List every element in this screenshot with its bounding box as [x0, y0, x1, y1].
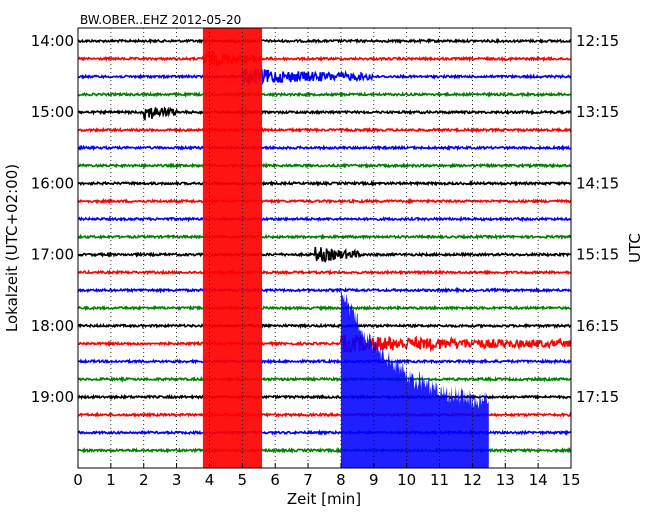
right-tick-label: 12:15 [576, 32, 619, 50]
trace-13 [78, 268, 571, 276]
trace-16 [78, 322, 571, 330]
y-axis-label-right: UTC [626, 233, 644, 263]
trace-5 [78, 126, 571, 134]
grid-layer [110, 28, 539, 468]
trace-11 [78, 233, 571, 241]
trace-19 [78, 375, 571, 383]
x-tick-label: 3 [172, 471, 182, 489]
trace-2 [78, 68, 571, 86]
trace-14 [78, 286, 571, 294]
trace-10 [78, 215, 571, 223]
right-tick-label: 17:15 [576, 388, 619, 406]
trace-0 [78, 37, 571, 45]
x-tick-label: 0 [73, 471, 83, 489]
trace-3 [78, 91, 571, 98]
x-tick-label: 12 [463, 471, 482, 489]
red-saturation-band [202, 28, 263, 468]
traces-layer [78, 28, 571, 468]
trace-18 [78, 358, 571, 365]
x-tick-label: 13 [496, 471, 515, 489]
left-tick-label: 19:00 [31, 388, 74, 406]
trace-7 [78, 162, 571, 170]
x-tick-label: 2 [139, 471, 149, 489]
x-tick-label: 10 [397, 471, 416, 489]
blue-event-block [340, 290, 489, 468]
traces-clipped [78, 28, 571, 468]
right-axis-ticks: 12:15 13:15 14:15 15:15 16:15 17:15 [566, 32, 619, 406]
left-tick-label: 18:00 [31, 317, 74, 335]
y-axis-label: Lokalzeit (UTC+02:00) [3, 164, 21, 332]
trace-15 [78, 304, 571, 312]
left-tick-label: 17:00 [31, 246, 74, 264]
left-tick-label: 15:00 [31, 103, 74, 121]
trace-8 [78, 179, 571, 187]
right-tick-label: 16:15 [576, 317, 619, 335]
trace-1 [78, 49, 571, 67]
x-tick-label: 11 [430, 471, 449, 489]
trace-4 [78, 106, 571, 121]
trace-17 [78, 334, 571, 354]
trace-12 [78, 246, 571, 263]
x-tick-label: 4 [205, 471, 215, 489]
x-tick-label: 7 [303, 471, 313, 489]
x-tick-label: 5 [238, 471, 248, 489]
plot-frame [77, 27, 572, 469]
x-tick-label: 14 [529, 471, 548, 489]
trace-21 [78, 411, 571, 418]
x-tick-label: 8 [336, 471, 346, 489]
trace-9 [78, 197, 571, 205]
x-axis-ticks: 0 1 2 3 4 5 6 7 8 9 10 11 12 13 14 15 [73, 463, 581, 489]
left-tick-label: 16:00 [31, 174, 74, 192]
right-tick-label: 14:15 [576, 174, 619, 192]
trace-20 [78, 393, 571, 401]
x-tick-label: 1 [106, 471, 116, 489]
right-tick-label: 13:15 [576, 103, 619, 121]
chart-title: BW.OBER..EHZ 2012-05-20 [80, 13, 241, 27]
trace-22 [78, 429, 571, 437]
x-tick-label: 15 [561, 471, 580, 489]
trace-6 [78, 144, 571, 152]
trace-23 [78, 446, 571, 454]
x-axis-label: Zeit [min] [287, 490, 361, 508]
left-tick-label: 14:00 [31, 32, 74, 50]
right-tick-label: 15:15 [576, 246, 619, 264]
left-axis-ticks: 14:00 15:00 16:00 17:00 18:00 19:00 [31, 32, 83, 406]
x-tick-label: 6 [270, 471, 280, 489]
x-tick-label: 9 [369, 471, 379, 489]
